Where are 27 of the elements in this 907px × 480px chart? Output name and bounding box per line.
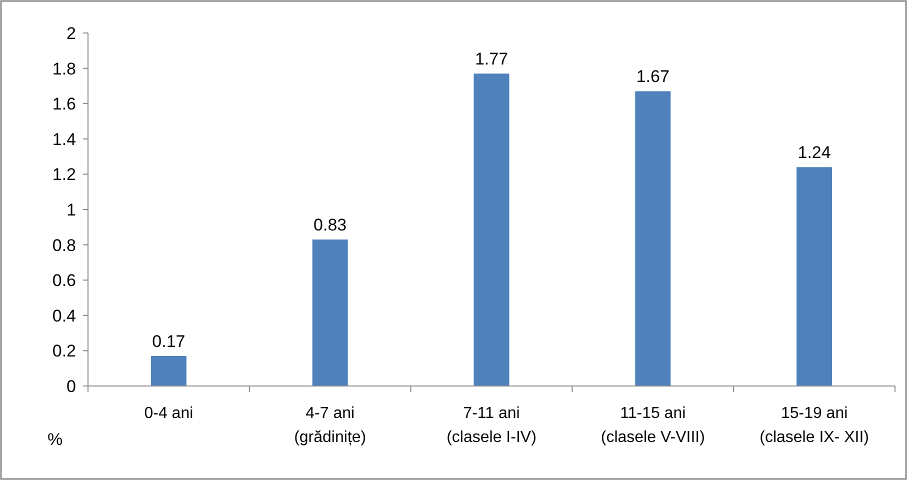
- x-tick-label: 11-15 ani (clasele V-VIII): [600, 405, 705, 446]
- data-label: 1.24: [798, 143, 831, 162]
- y-axis-title: %: [47, 430, 63, 449]
- y-tick-label: 1.8: [52, 59, 76, 78]
- y-tick-label: 1.6: [52, 94, 76, 114]
- bar: [150, 356, 186, 386]
- x-tick-label: 7-11 ani (clasele I-IV): [446, 405, 536, 446]
- bar: [474, 74, 510, 386]
- y-tick-label: 1.4: [52, 130, 76, 149]
- bar: [312, 240, 348, 386]
- data-label: 1.67: [636, 67, 670, 86]
- data-label: 0.83: [314, 216, 347, 235]
- bar: [796, 167, 832, 386]
- y-tick-label: 0.6: [52, 271, 76, 290]
- x-tick-label: 0-4 ani: [144, 405, 194, 422]
- y-tick-label: 0.2: [52, 342, 76, 361]
- y-tick-label: 1.2: [52, 165, 76, 184]
- y-tick-label: 0.8: [52, 236, 76, 255]
- data-label: 1.77: [474, 50, 508, 69]
- y-tick-label: 1: [66, 200, 76, 220]
- data-label: 0.17: [152, 332, 186, 351]
- y-tick-label: 2: [66, 24, 76, 43]
- bar: [635, 91, 671, 386]
- x-tick-label: 15-19 ani (clasele IX- XII): [760, 405, 869, 446]
- y-tick-label: 0.4: [52, 306, 76, 326]
- x-tick-label: 4-7 ani (grădinițe): [294, 405, 366, 446]
- y-tick-label: 0: [66, 376, 76, 396]
